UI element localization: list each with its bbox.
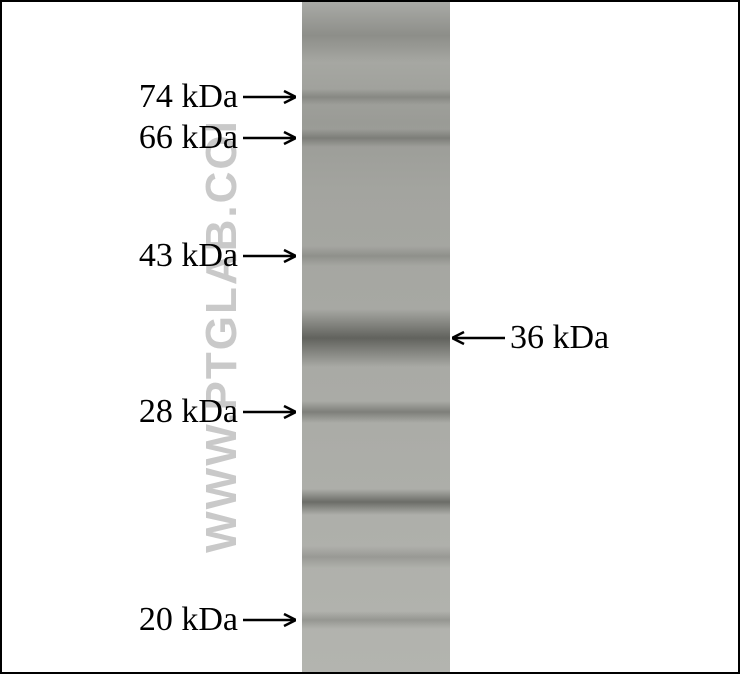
gel-band	[302, 246, 450, 266]
mw-marker-left: 74 kDa	[139, 77, 296, 117]
gel-band	[302, 611, 450, 629]
mw-marker-label: 74 kDa	[139, 78, 238, 116]
gel-figure: WWW.PTGLAB.COI 74 kDa66 kDa43 kDa28 kDa2…	[0, 0, 740, 674]
gel-band	[302, 489, 450, 515]
mw-marker-right: 36 kDa	[452, 318, 609, 358]
mw-marker-label: 43 kDa	[139, 237, 238, 275]
arrow-right-icon	[242, 130, 296, 146]
mw-marker-left: 43 kDa	[139, 236, 296, 276]
mw-marker-label: 28 kDa	[139, 393, 238, 431]
gel-band	[302, 401, 450, 423]
gel-band	[302, 309, 450, 367]
gel-band	[302, 546, 450, 568]
gel-lane	[302, 2, 450, 672]
gel-band	[302, 89, 450, 105]
mw-marker-left: 20 kDa	[139, 600, 296, 640]
arrow-right-icon	[242, 404, 296, 420]
mw-marker-left: 28 kDa	[139, 392, 296, 432]
mw-marker-label: 66 kDa	[139, 119, 238, 157]
arrow-right-icon	[242, 612, 296, 628]
arrow-left-icon	[452, 330, 506, 346]
arrow-right-icon	[242, 89, 296, 105]
mw-marker-label: 20 kDa	[139, 601, 238, 639]
mw-marker-left: 66 kDa	[139, 118, 296, 158]
arrow-right-icon	[242, 248, 296, 264]
gel-band	[302, 129, 450, 147]
mw-marker-label: 36 kDa	[510, 319, 609, 357]
